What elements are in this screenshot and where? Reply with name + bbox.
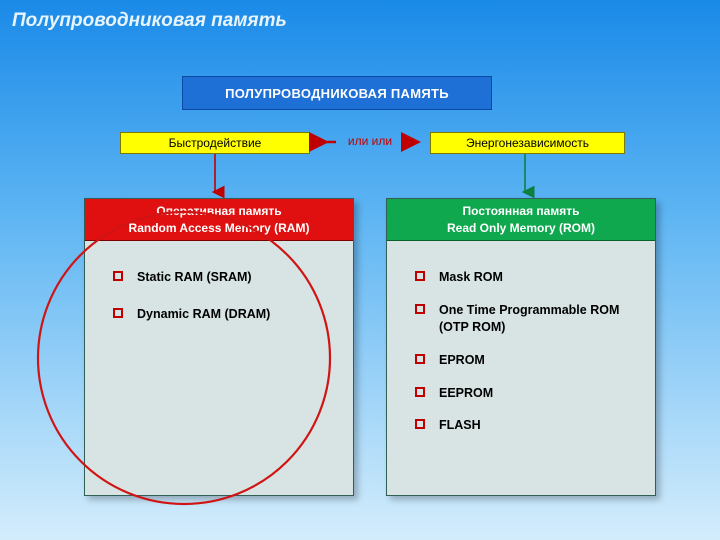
ram-panel: Оперативная память Random Access Memory … [84,198,354,496]
ram-header-line2: Random Access Memory (RAM) [129,220,310,236]
ram-item-0: Static RAM (SRAM) [137,269,335,286]
tradeoff-or-text: или или [342,134,398,148]
rom-header-line1: Постоянная память [463,203,580,219]
ram-panel-header: Оперативная память Random Access Memory … [85,199,353,241]
rom-panel-header: Постоянная память Read Only Memory (ROM) [387,199,655,241]
rom-item-2: EPROM [439,352,637,369]
main-title-text: ПОЛУПРОВОДНИКОВАЯ ПАМЯТЬ [225,86,449,101]
rom-item-3: EEPROM [439,385,637,402]
tradeoff-right-box: Энергонезависимость [430,132,625,154]
square-bullet-icon [415,354,425,364]
rom-header-line2: Read Only Memory (ROM) [447,220,595,236]
square-bullet-icon [415,304,425,314]
list-item: Static RAM (SRAM) [103,269,335,286]
rom-panel-body: Mask ROM One Time Programmable ROM (OTP … [387,241,655,460]
list-item: Dynamic RAM (DRAM) [103,306,335,323]
slide-title: Полупроводниковая память [12,10,287,32]
list-item: EPROM [405,352,637,369]
rom-item-0: Mask ROM [439,269,637,286]
square-bullet-icon [415,419,425,429]
ram-panel-body: Static RAM (SRAM) Dynamic RAM (DRAM) [85,241,353,353]
square-bullet-icon [113,271,123,281]
list-item: Mask ROM [405,269,637,286]
rom-item-1: One Time Programmable ROM (OTP ROM) [439,302,637,336]
list-item: FLASH [405,417,637,434]
main-title-box: ПОЛУПРОВОДНИКОВАЯ ПАМЯТЬ [182,76,492,110]
ram-header-line1: Оперативная память [156,203,281,219]
tradeoff-left-box: Быстродействие [120,132,310,154]
square-bullet-icon [415,387,425,397]
square-bullet-icon [415,271,425,281]
tradeoff-left-label: Быстродействие [169,136,262,150]
square-bullet-icon [113,308,123,318]
rom-item-4: FLASH [439,417,637,434]
tradeoff-right-label: Энергонезависимость [466,136,589,150]
ram-item-1: Dynamic RAM (DRAM) [137,306,335,323]
list-item: EEPROM [405,385,637,402]
list-item: One Time Programmable ROM (OTP ROM) [405,302,637,336]
rom-panel: Постоянная память Read Only Memory (ROM)… [386,198,656,496]
